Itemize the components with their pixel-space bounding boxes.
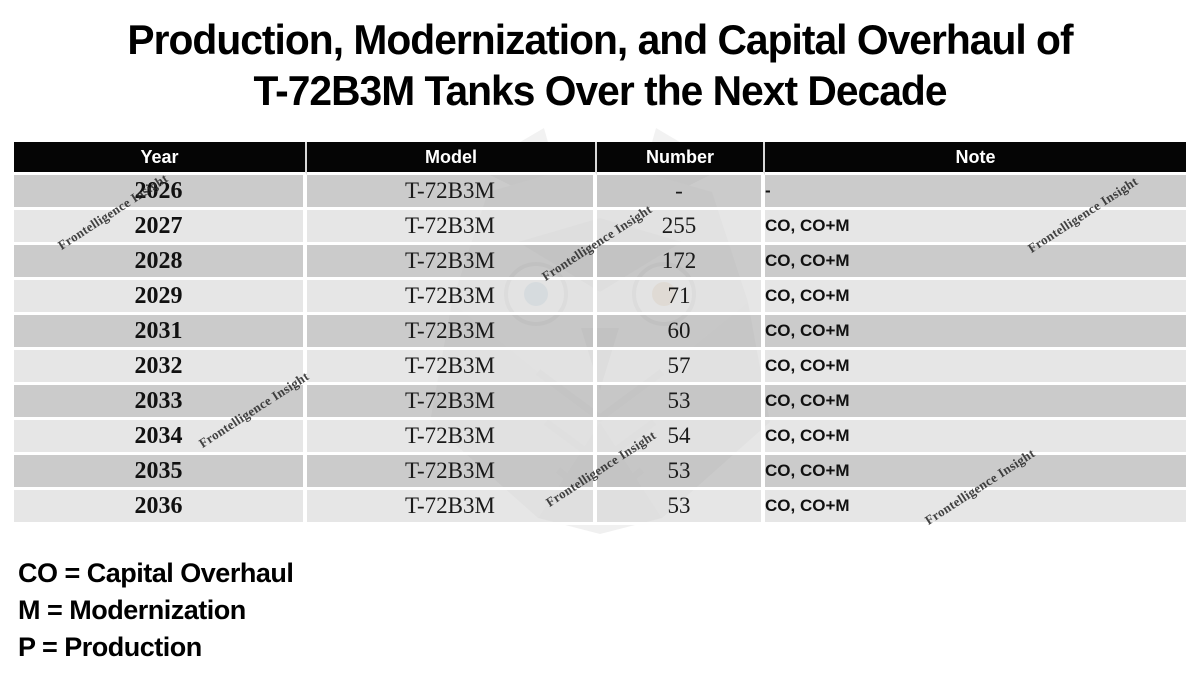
table-row: 2036 T-72B3M 53 CO, CO+M [14, 490, 1186, 525]
table-row: 2028 T-72B3M 172 CO, CO+M [14, 245, 1186, 280]
cell-model: T-72B3M [307, 315, 597, 350]
cell-year: 2027 [14, 210, 307, 245]
legend-p: P = Production [18, 632, 202, 662]
cell-model: T-72B3M [307, 490, 597, 525]
table-header-row: Year Model Number Note [14, 142, 1186, 175]
cell-year: 2033 [14, 385, 307, 420]
cell-year: 2032 [14, 350, 307, 385]
cell-note: CO, CO+M [765, 245, 1186, 280]
cell-note: CO, CO+M [765, 420, 1186, 455]
table-row: 2035 T-72B3M 53 CO, CO+M [14, 455, 1186, 490]
cell-model: T-72B3M [307, 455, 597, 490]
table-body: 2026 T-72B3M - - 2027 T-72B3M 255 CO, CO… [14, 175, 1186, 525]
cell-note: CO, CO+M [765, 490, 1186, 525]
column-header-year: Year [14, 142, 307, 175]
cell-note: CO, CO+M [765, 455, 1186, 490]
cell-number: 57 [597, 350, 765, 385]
page-title-line2: T-72B3M Tanks Over the Next Decade [253, 67, 947, 114]
page-title: Production, Modernization, and Capital O… [18, 14, 1182, 116]
column-header-number: Number [597, 142, 765, 175]
legend-m: M = Modernization [18, 595, 246, 625]
cell-number: - [597, 175, 765, 210]
table-row: 2029 T-72B3M 71 CO, CO+M [14, 280, 1186, 315]
cell-note: - [765, 175, 1186, 210]
cell-model: T-72B3M [307, 350, 597, 385]
table-row: 2026 T-72B3M - - [14, 175, 1186, 210]
table-row: 2027 T-72B3M 255 CO, CO+M [14, 210, 1186, 245]
cell-number: 172 [597, 245, 765, 280]
cell-number: 71 [597, 280, 765, 315]
tank-schedule-table: Year Model Number Note 2026 T-72B3M - - … [14, 142, 1186, 525]
cell-number: 53 [597, 490, 765, 525]
cell-year: 2031 [14, 315, 307, 350]
table-header: Year Model Number Note [14, 142, 1186, 175]
legend-co: CO = Capital Overhaul [18, 558, 294, 588]
cell-year: 2028 [14, 245, 307, 280]
cell-model: T-72B3M [307, 420, 597, 455]
cell-model: T-72B3M [307, 245, 597, 280]
cell-note: CO, CO+M [765, 385, 1186, 420]
table-row: 2033 T-72B3M 53 CO, CO+M [14, 385, 1186, 420]
cell-model: T-72B3M [307, 385, 597, 420]
table-row: 2034 T-72B3M 54 CO, CO+M [14, 420, 1186, 455]
cell-model: T-72B3M [307, 280, 597, 315]
cell-note: CO, CO+M [765, 315, 1186, 350]
cell-number: 53 [597, 385, 765, 420]
cell-year: 2029 [14, 280, 307, 315]
cell-year: 2034 [14, 420, 307, 455]
abbreviation-legend: CO = Capital Overhaul M = Modernization … [18, 555, 294, 666]
cell-year: 2035 [14, 455, 307, 490]
cell-model: T-72B3M [307, 210, 597, 245]
cell-note: CO, CO+M [765, 280, 1186, 315]
cell-note: CO, CO+M [765, 210, 1186, 245]
table-row: 2031 T-72B3M 60 CO, CO+M [14, 315, 1186, 350]
cell-number: 60 [597, 315, 765, 350]
column-header-model: Model [307, 142, 597, 175]
cell-number: 54 [597, 420, 765, 455]
table-row: 2032 T-72B3M 57 CO, CO+M [14, 350, 1186, 385]
column-header-note: Note [765, 142, 1186, 175]
cell-model: T-72B3M [307, 175, 597, 210]
cell-note: CO, CO+M [765, 350, 1186, 385]
cell-year: 2036 [14, 490, 307, 525]
cell-year: 2026 [14, 175, 307, 210]
cell-number: 255 [597, 210, 765, 245]
page-title-line1: Production, Modernization, and Capital O… [127, 16, 1073, 63]
cell-number: 53 [597, 455, 765, 490]
